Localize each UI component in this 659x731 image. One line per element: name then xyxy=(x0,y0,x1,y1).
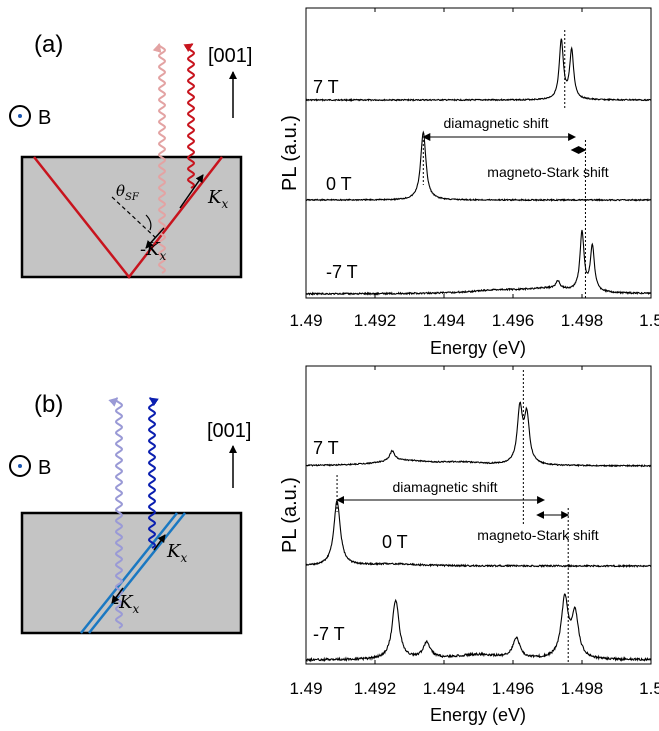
chart-a-tick-labels: 1.49 1.492 1.494 1.496 1.498 1.5 xyxy=(289,311,659,330)
x-tick-label: 1.49 xyxy=(289,679,322,698)
chart-a-series-m7T xyxy=(305,229,652,296)
panel-a-emission-dark xyxy=(183,43,196,189)
chart-a-frame xyxy=(305,7,652,299)
panel-b-schematic: (b) B [001] Kx -Kx xyxy=(9,391,251,635)
panel-b-neg-kx-arrow xyxy=(111,587,124,604)
chart-a-stark-label: magneto-Stark shift xyxy=(487,164,608,180)
panel-b-emission-dark xyxy=(147,397,159,549)
panel-b-kx-arrow xyxy=(153,534,166,551)
chart-b-label-0T: 0 T xyxy=(382,532,408,552)
chart-b-series-7T xyxy=(305,401,652,468)
chart-a-label-m7T: -7 T xyxy=(326,262,358,282)
panel-b-direction-label: [001] xyxy=(207,420,251,442)
chart-b-label-m7T: -7 T xyxy=(313,624,345,644)
chart-a-diamagnetic-label: diamagnetic shift xyxy=(443,115,548,131)
chart-b-ticks xyxy=(305,366,652,664)
panel-a-normal-line xyxy=(111,196,159,241)
panel-a-sample xyxy=(20,155,243,279)
panel-a-angle-arc xyxy=(145,214,152,231)
panel-a-domain-wall xyxy=(33,156,223,280)
panel-b-field-label: B xyxy=(38,457,51,479)
x-tick-label: 1.496 xyxy=(492,311,535,330)
chart-a-label-0T: 0 T xyxy=(326,174,352,194)
chart-a-ylabel: PL (a.u.) xyxy=(279,115,301,191)
panel-b-sample xyxy=(20,511,243,635)
x-tick-label: 1.498 xyxy=(561,679,604,698)
chart-a: 1.49 1.492 1.494 1.496 1.498 1.5 Energy (eV) … xyxy=(279,7,659,358)
chart-b-frame xyxy=(305,365,652,665)
chart-b-diamagnetic-label: diamagnetic shift xyxy=(392,479,497,495)
x-tick-label: 1.492 xyxy=(354,311,397,330)
chart-b-xlabel: Energy (eV) xyxy=(430,705,526,725)
chart-b-series-0T xyxy=(305,500,652,569)
chart-b-tick-labels: 1.49 1.492 1.494 1.496 1.498 1.5 xyxy=(289,679,659,698)
chart-a-ticks xyxy=(305,8,652,298)
panel-a-emission-light xyxy=(152,43,167,274)
b-field-out-icon xyxy=(9,105,31,127)
panel-a-direction-label: [001] xyxy=(208,45,252,67)
chart-a-series-7T xyxy=(306,38,652,103)
panel-b-domain-wall-2 xyxy=(88,512,186,634)
panel-b-domain-wall-1 xyxy=(80,512,178,634)
x-tick-label: 1.494 xyxy=(423,311,466,330)
panel-a-angle-label: θSF xyxy=(116,182,140,203)
chart-b-stark-label: magneto-Stark shift xyxy=(477,527,598,543)
panel-b-emission-light xyxy=(108,397,124,629)
b-field-out-icon xyxy=(9,455,31,477)
chart-a-xlabel: Energy (eV) xyxy=(430,338,526,358)
panel-b-kx-label: Kx xyxy=(166,541,187,565)
panel-a-neg-kx-label: -Kx xyxy=(140,239,167,263)
x-tick-label: 1.498 xyxy=(561,311,604,330)
x-tick-label: 1.5 xyxy=(639,311,659,330)
panel-a-kx-arrow xyxy=(179,174,204,209)
panel-a-field-label: B xyxy=(38,107,51,129)
panel-a-label: (a) xyxy=(34,31,63,58)
panel-a-schematic: (a) B [001] θSF Kx -Kx xyxy=(9,31,252,280)
chart-b-label-7T: 7 T xyxy=(313,438,339,458)
panel-b-neg-kx-label: -Kx xyxy=(113,592,140,616)
x-tick-label: 1.49 xyxy=(289,311,322,330)
chart-b-series-m7T xyxy=(305,593,652,663)
x-tick-label: 1.496 xyxy=(492,679,535,698)
chart-b: 1.49 1.492 1.494 1.496 1.498 1.5 Energy (eV) … xyxy=(279,365,659,725)
x-tick-label: 1.494 xyxy=(423,679,466,698)
x-tick-label: 1.492 xyxy=(354,679,397,698)
b-field-dot-icon xyxy=(18,114,22,118)
chart-a-series-0T xyxy=(305,130,652,202)
panel-a-kx-label: Kx xyxy=(207,187,228,211)
chart-a-label-7T: 7 T xyxy=(313,77,339,97)
panel-b-label: (b) xyxy=(34,391,63,418)
b-field-dot-icon xyxy=(18,464,22,468)
x-tick-label: 1.5 xyxy=(639,679,659,698)
chart-b-ylabel: PL (a.u.) xyxy=(279,477,301,553)
